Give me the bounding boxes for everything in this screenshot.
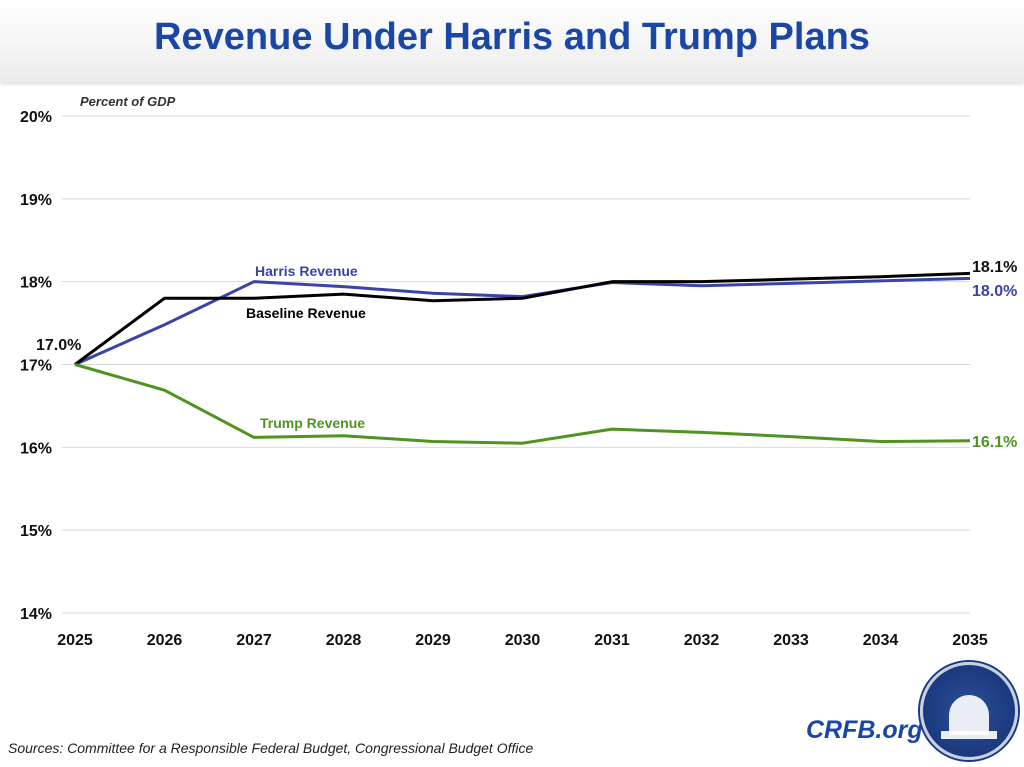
x-tick-label: 2029 xyxy=(415,632,451,649)
sources-note: Sources: Committee for a Responsible Fed… xyxy=(8,740,534,756)
y-tick-label: 20% xyxy=(20,109,52,126)
x-tick-label: 2032 xyxy=(684,632,720,649)
series-line-trump xyxy=(74,363,971,445)
x-tick-label: 2035 xyxy=(952,632,988,649)
data-label-baseline-end: 18.1% xyxy=(972,259,1017,276)
legend-label-baseline: Baseline Revenue xyxy=(246,305,366,321)
x-tick-label: 2034 xyxy=(863,632,899,649)
y-tick-label: 15% xyxy=(20,523,52,540)
series-line-baseline xyxy=(74,271,971,366)
y-tick-label: 17% xyxy=(20,358,52,375)
data-label-start: 17.0% xyxy=(36,337,81,354)
x-tick-label: 2030 xyxy=(505,632,541,649)
series-line-harris xyxy=(74,276,971,366)
x-tick-label: 2025 xyxy=(57,632,93,649)
y-tick-label: 19% xyxy=(20,192,52,209)
brand-link[interactable]: CRFB.org xyxy=(806,716,923,744)
y-axis-label: Percent of GDP xyxy=(80,94,176,109)
y-tick-label: 14% xyxy=(20,606,52,623)
x-tick-label: 2033 xyxy=(773,632,809,649)
capitol-seal-logo xyxy=(920,662,1018,760)
legend-label-trump: Trump Revenue xyxy=(260,415,365,431)
x-tick-label: 2028 xyxy=(326,632,362,649)
data-label-harris-end: 18.0% xyxy=(972,283,1017,300)
data-label-trump-end: 16.1% xyxy=(972,434,1017,451)
y-tick-label: 18% xyxy=(20,275,52,292)
legend-label-harris: Harris Revenue xyxy=(255,263,358,279)
title-band xyxy=(0,0,1024,82)
x-tick-label: 2026 xyxy=(147,632,183,649)
x-tick-label: 2031 xyxy=(594,632,630,649)
y-tick-label: 16% xyxy=(20,440,52,457)
x-tick-label: 2027 xyxy=(236,632,272,649)
chart-title: Revenue Under Harris and Trump Plans xyxy=(154,16,870,58)
